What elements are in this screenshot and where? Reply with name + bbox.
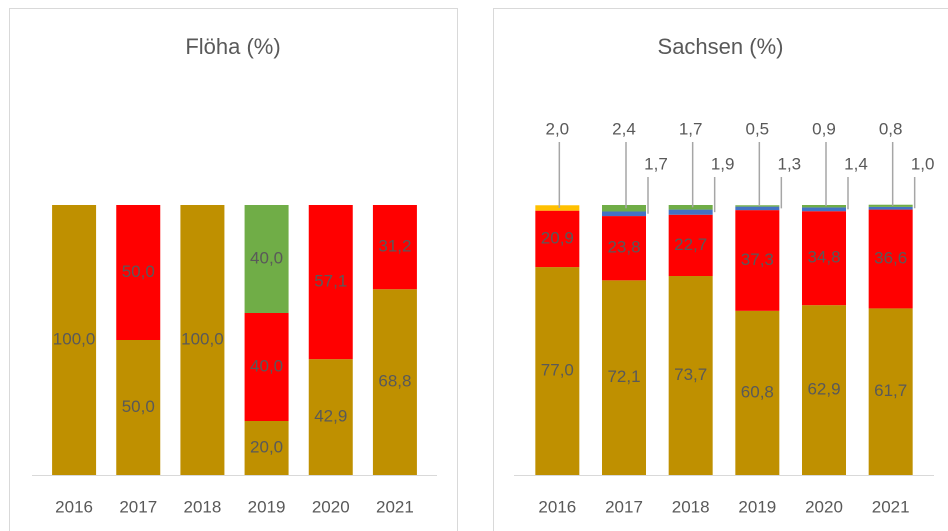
data-label: 34,8 bbox=[807, 248, 840, 267]
data-label: 1,4 bbox=[844, 154, 868, 173]
x-tick-label: 2021 bbox=[376, 497, 414, 516]
data-label: 2,4 bbox=[612, 119, 636, 138]
bar-segment bbox=[308, 205, 353, 360]
chart-title: Sachsen (%) bbox=[658, 34, 784, 59]
x-tick-label: 2020 bbox=[805, 497, 843, 516]
data-label: 100,0 bbox=[53, 329, 96, 348]
data-label: 50,0 bbox=[122, 262, 155, 281]
bar-segment bbox=[535, 210, 580, 268]
panel-border bbox=[493, 8, 948, 531]
x-tick-label: 2016 bbox=[55, 497, 93, 516]
bar-segment bbox=[602, 280, 646, 475]
bar-segment bbox=[180, 205, 225, 475]
data-label: 23,8 bbox=[607, 238, 640, 257]
bar-segment bbox=[802, 205, 846, 208]
data-label: 0,9 bbox=[812, 119, 836, 138]
bar-segment bbox=[868, 204, 913, 207]
data-label: 42,9 bbox=[314, 407, 347, 426]
chart-title: Flöha (%) bbox=[185, 34, 280, 59]
data-label: 1,0 bbox=[911, 154, 935, 173]
x-tick-label: 2019 bbox=[738, 497, 776, 516]
data-label: 31,2 bbox=[378, 237, 411, 256]
data-label: 36,6 bbox=[874, 248, 907, 267]
data-label: 1,3 bbox=[778, 154, 802, 173]
data-label: 40,0 bbox=[250, 248, 283, 267]
bar-segment bbox=[735, 205, 780, 207]
x-tick-label: 2017 bbox=[119, 497, 157, 516]
data-label: 1,7 bbox=[644, 154, 668, 173]
bar-segment bbox=[802, 305, 846, 475]
bar-segment bbox=[735, 310, 780, 475]
data-label: 1,9 bbox=[711, 154, 735, 173]
data-label: 0,8 bbox=[879, 119, 903, 138]
bar-segment bbox=[52, 205, 97, 475]
x-tick-label: 2018 bbox=[184, 497, 222, 516]
x-tick-label: 2020 bbox=[312, 497, 350, 516]
data-label: 1,7 bbox=[679, 119, 703, 138]
x-tick-label: 2016 bbox=[538, 497, 576, 516]
bar-segment bbox=[116, 340, 161, 475]
data-label: 68,8 bbox=[378, 372, 411, 391]
data-label: 61,7 bbox=[874, 381, 907, 400]
bar-segment bbox=[244, 421, 289, 475]
data-label: 73,7 bbox=[674, 365, 707, 384]
data-label: 0,5 bbox=[746, 119, 770, 138]
data-label: 20,9 bbox=[541, 228, 574, 247]
bar-segment bbox=[868, 209, 913, 309]
data-label: 50,0 bbox=[122, 397, 155, 416]
bar-segment bbox=[308, 359, 353, 475]
x-tick-label: 2018 bbox=[672, 497, 710, 516]
bar-segment bbox=[735, 210, 780, 311]
x-tick-label: 2017 bbox=[605, 497, 643, 516]
panel-border bbox=[9, 8, 458, 531]
bar-segment bbox=[735, 206, 780, 211]
data-label: 20,0 bbox=[250, 437, 283, 456]
bar-segment bbox=[602, 211, 646, 217]
bar-segment bbox=[372, 289, 417, 475]
bar-segment bbox=[535, 205, 580, 211]
data-label: 40,0 bbox=[250, 356, 283, 375]
data-label: 60,8 bbox=[741, 382, 774, 401]
x-tick-label: 2019 bbox=[248, 497, 286, 516]
bar-segment bbox=[668, 205, 713, 210]
data-label: 72,1 bbox=[607, 367, 640, 386]
bar-segment bbox=[372, 205, 417, 290]
bar-segment bbox=[868, 206, 913, 210]
bar-segment bbox=[244, 205, 289, 313]
data-label: 100,0 bbox=[181, 329, 224, 348]
bar-segment bbox=[668, 209, 713, 215]
bar-segment bbox=[602, 216, 646, 281]
bar-segment bbox=[244, 313, 289, 421]
bar-segment bbox=[116, 205, 161, 340]
data-label: 77,0 bbox=[541, 361, 574, 380]
bar-segment bbox=[668, 214, 713, 277]
bar-segment bbox=[802, 211, 846, 306]
data-label: 2,0 bbox=[546, 119, 570, 138]
data-label: 57,1 bbox=[314, 272, 347, 291]
bar-segment bbox=[802, 207, 846, 212]
data-label: 62,9 bbox=[807, 380, 840, 399]
bar-segment bbox=[602, 205, 646, 212]
x-tick-label: 2021 bbox=[872, 497, 910, 516]
bar-segment bbox=[535, 267, 580, 475]
bar-segment bbox=[868, 308, 913, 475]
bar-segment bbox=[668, 276, 713, 475]
data-label: 22,7 bbox=[674, 235, 707, 254]
data-label: 37,3 bbox=[741, 250, 774, 269]
